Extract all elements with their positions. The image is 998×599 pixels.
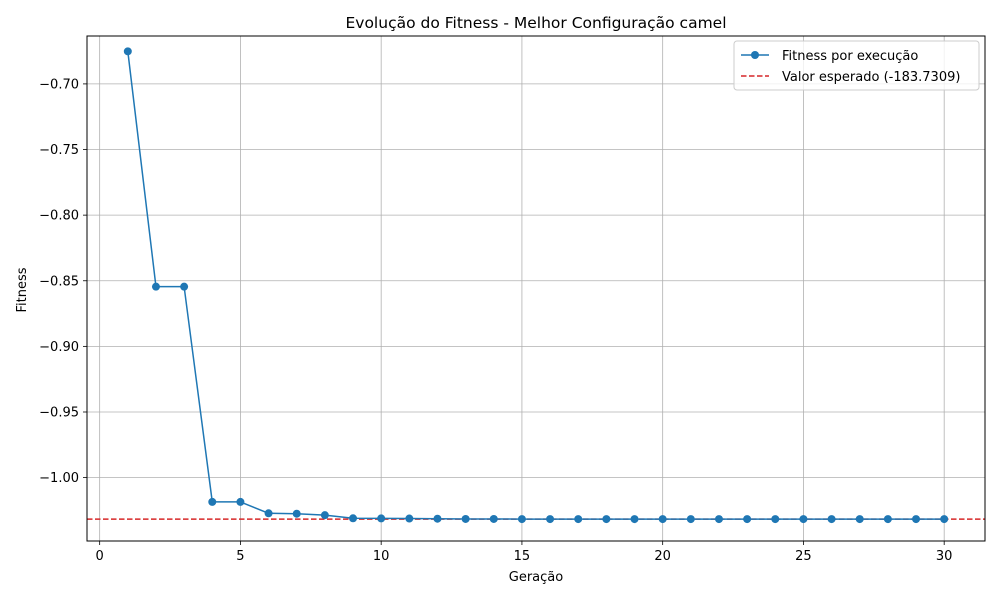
y-axis-label: Fitness [15, 267, 30, 312]
legend-series-label: Fitness por execução [782, 49, 918, 64]
x-axis-label: Geração [509, 570, 563, 585]
x-tick-label: 0 [96, 549, 104, 564]
data-point [743, 515, 752, 524]
x-tick-label: 25 [795, 549, 812, 564]
legend: Fitness por execução Valor esperado (-18… [733, 40, 980, 91]
data-point [377, 514, 386, 523]
data-point [686, 515, 695, 524]
data-point [236, 497, 245, 506]
chart-title: Evolução do Fitness - Melhor Configuraçã… [345, 14, 726, 32]
y-tick-label: −0.80 [39, 209, 79, 224]
data-point [180, 282, 189, 291]
x-tick-label: 30 [936, 549, 953, 564]
x-tick-label: 5 [236, 549, 244, 564]
data-point [658, 515, 667, 524]
data-point [489, 514, 498, 523]
series-line [127, 51, 945, 520]
data-point [855, 515, 864, 524]
plot-frame [86, 35, 986, 542]
data-point [912, 515, 921, 524]
data-point [574, 515, 583, 524]
data-point [433, 514, 442, 523]
x-tick-label: 20 [654, 549, 671, 564]
y-tick-label: −0.90 [39, 340, 79, 355]
y-axis-ticks: −0.70 −0.75 −0.80 −0.85 −0.90 −0.95 −1.00 [39, 77, 87, 486]
y-tick-label: −0.95 [39, 405, 79, 420]
data-point [320, 511, 329, 520]
data-point [602, 515, 611, 524]
data-point [405, 514, 414, 523]
x-axis-ticks: 0 5 10 15 20 25 30 [96, 541, 953, 564]
data-point [461, 514, 470, 523]
data-point [827, 515, 836, 524]
y-tick-label: −0.70 [39, 77, 79, 92]
data-point [771, 515, 780, 524]
data-point [208, 497, 217, 506]
x-tick-label: 10 [373, 549, 390, 564]
legend-reference-label: Valor esperado (-183.7309) [782, 70, 960, 85]
data-point [546, 515, 555, 524]
data-point [630, 515, 639, 524]
y-tick-label: −0.85 [39, 274, 79, 289]
data-point [292, 509, 301, 518]
y-tick-label: −0.75 [39, 143, 79, 158]
data-point [151, 282, 160, 291]
data-point [349, 514, 358, 523]
grid [87, 36, 985, 541]
data-point [264, 509, 273, 518]
legend-series-marker [751, 51, 759, 59]
data-point [714, 515, 723, 524]
data-point [799, 515, 808, 524]
data-point [883, 515, 892, 524]
y-tick-label: −1.00 [39, 471, 79, 486]
data-point [517, 515, 526, 524]
data-point [123, 47, 132, 56]
x-tick-label: 15 [514, 549, 531, 564]
series-layer [123, 47, 949, 524]
data-point [940, 515, 949, 524]
legend-box [733, 40, 980, 91]
